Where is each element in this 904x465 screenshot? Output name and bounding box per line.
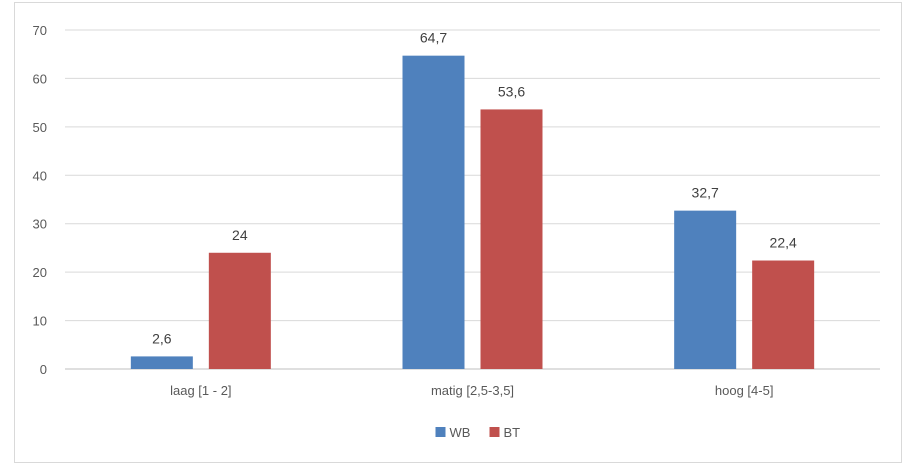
- data-label: 24: [232, 227, 248, 243]
- legend-swatch-wb: [435, 427, 446, 437]
- x-tick-label: hoog [4-5]: [715, 383, 774, 398]
- y-tick-label: 40: [33, 168, 47, 183]
- y-tick-label: 70: [33, 23, 47, 38]
- x-tick-label: laag [1 - 2]: [170, 383, 231, 398]
- legend-label-wb: WB: [450, 425, 471, 440]
- y-tick-label: 20: [33, 265, 47, 280]
- legend-swatch-bt: [489, 427, 500, 437]
- data-label: 2,6: [152, 330, 172, 346]
- bar-bt: [480, 109, 543, 370]
- bar-wb: [674, 210, 737, 369]
- y-tick-label: 0: [40, 362, 47, 377]
- y-tick-label: 50: [33, 120, 47, 135]
- y-tick-label: 60: [33, 71, 47, 86]
- data-label: 22,4: [770, 235, 797, 251]
- bar-wb: [130, 356, 193, 369]
- bar-bt: [752, 260, 815, 369]
- x-tick-label: matig [2,5-3,5]: [431, 383, 514, 398]
- data-label: 32,7: [692, 185, 719, 201]
- data-label: 64,7: [420, 30, 447, 46]
- legend-label-bt: BT: [504, 425, 521, 440]
- y-tick-label: 30: [33, 217, 47, 232]
- y-tick-label: 10: [33, 314, 47, 329]
- data-label: 53,6: [498, 83, 525, 99]
- bar-wb: [402, 55, 465, 369]
- bar-bt: [208, 252, 271, 369]
